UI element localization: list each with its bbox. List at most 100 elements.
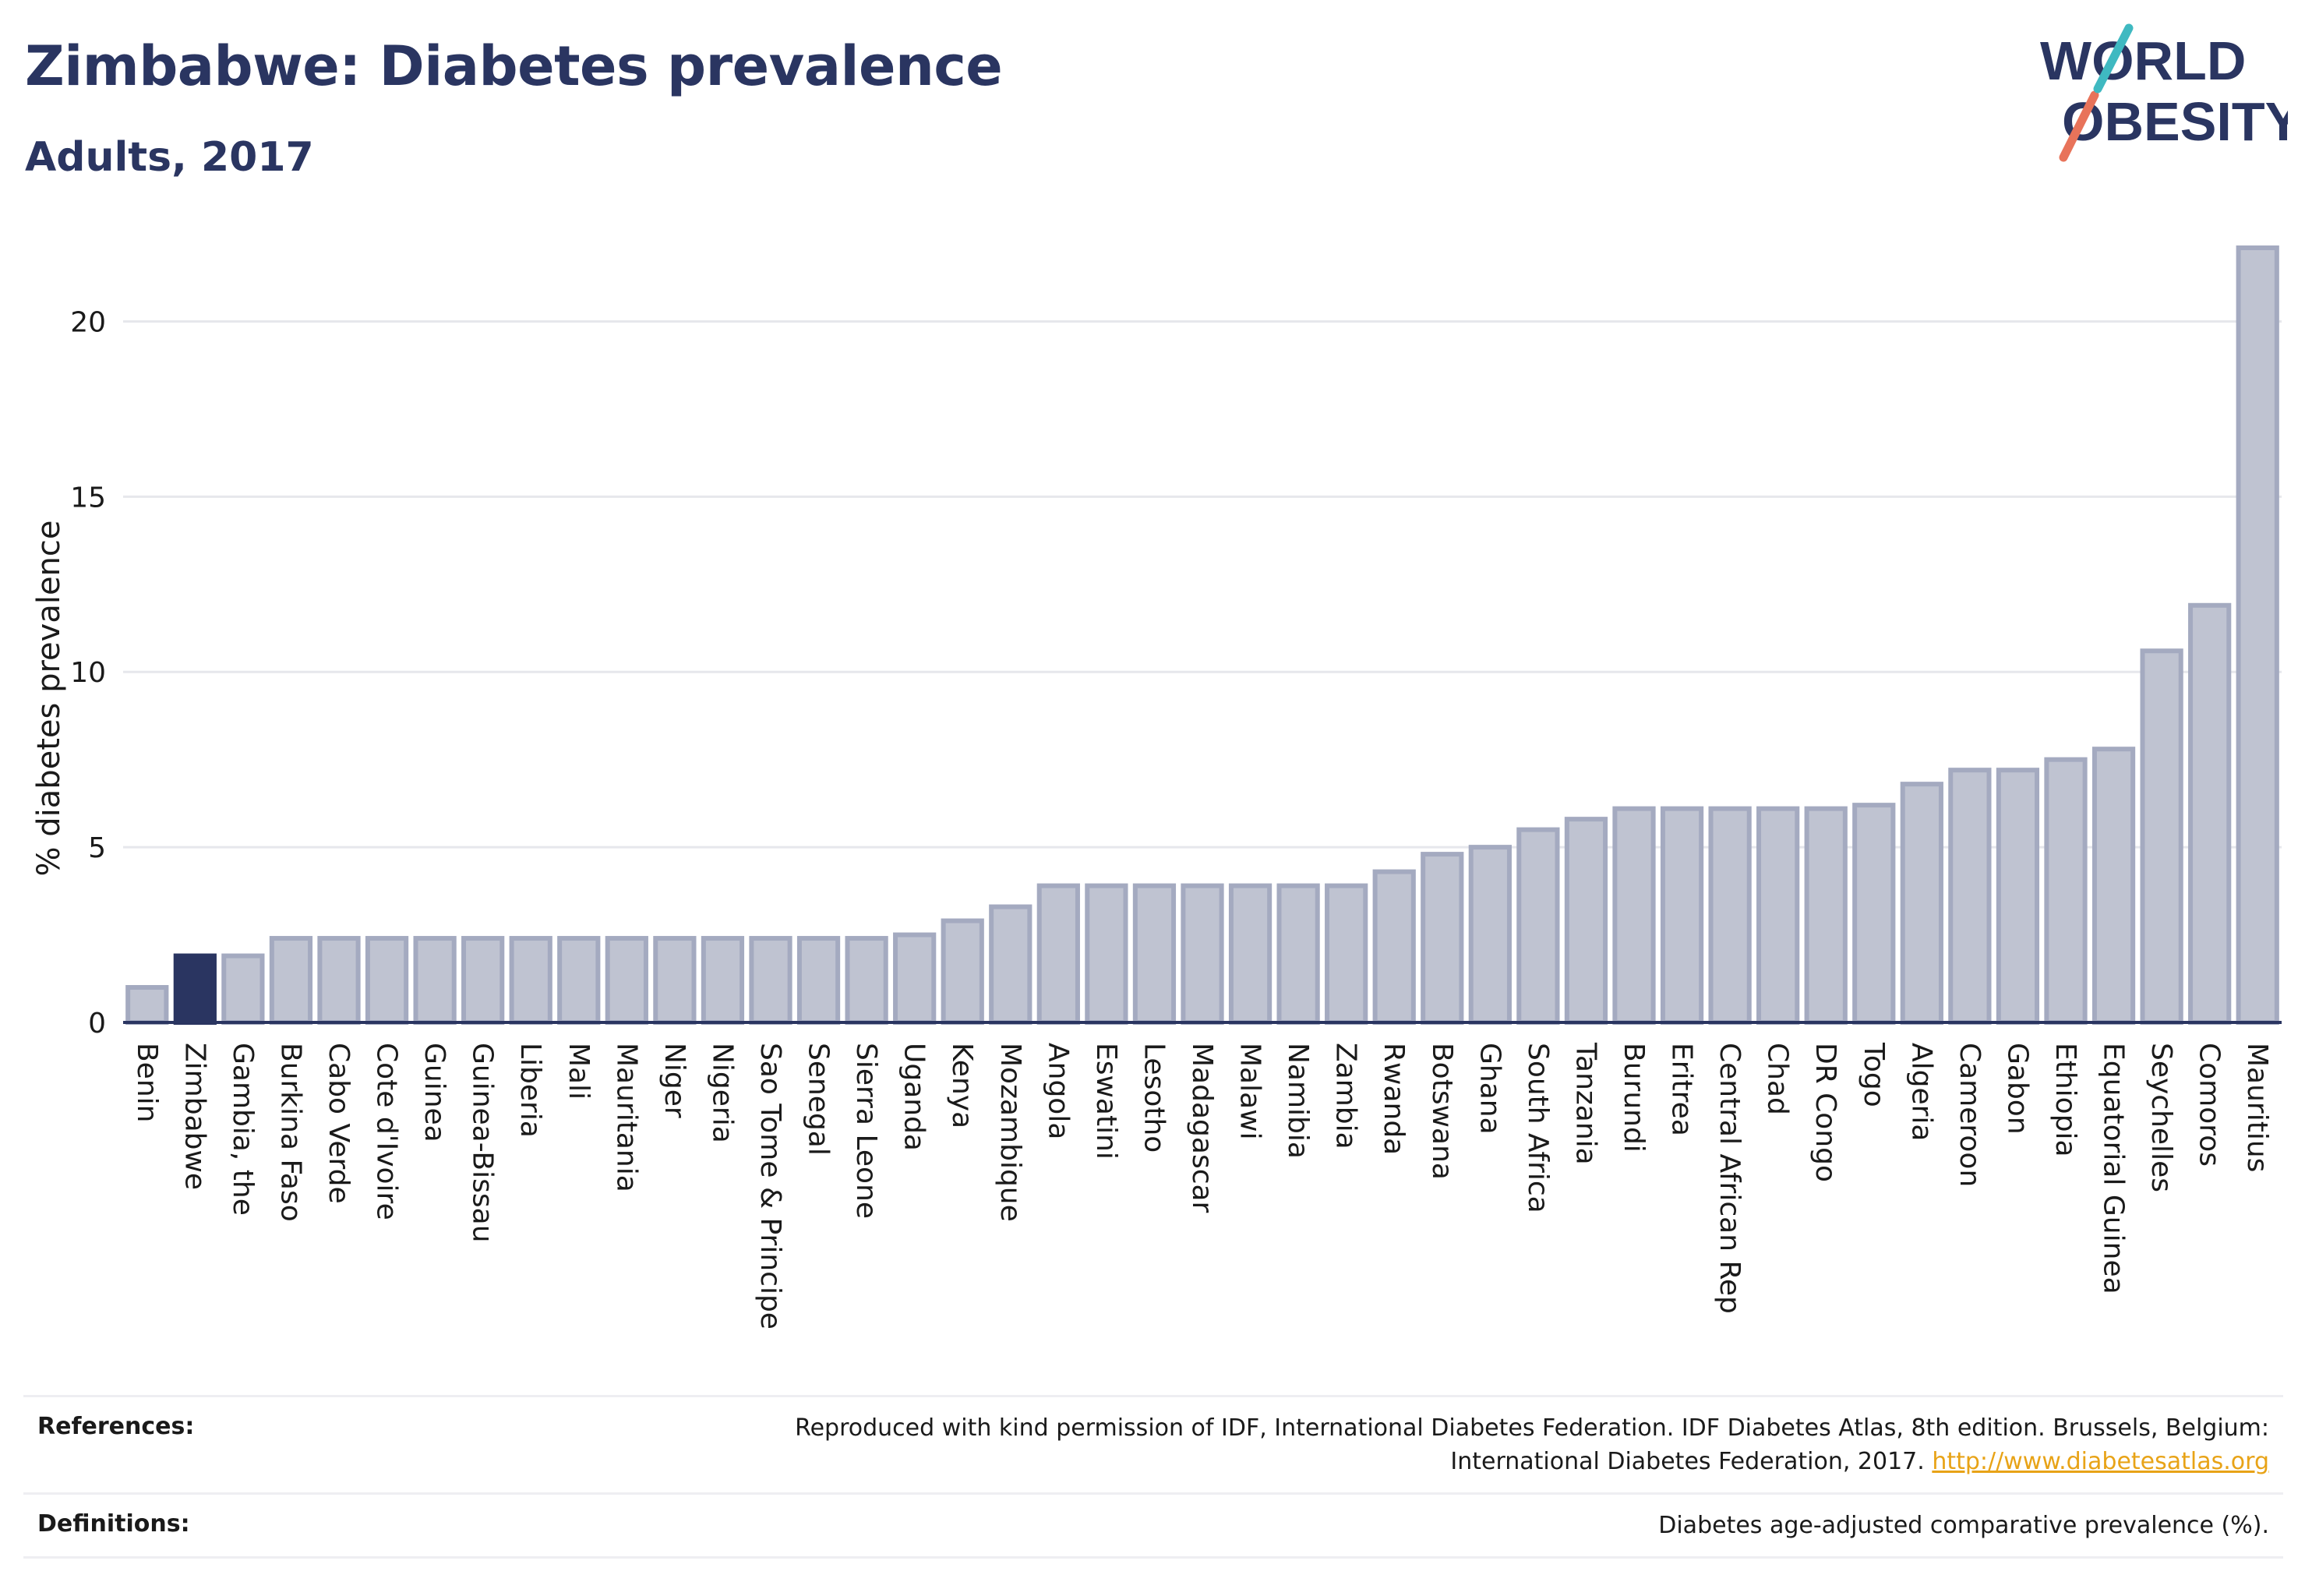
- x-tick-label: Tanzania: [1569, 1042, 1601, 1165]
- bar-mauritania: [605, 936, 648, 1026]
- footer-divider: [23, 1395, 2283, 1397]
- bar-central-african-rep: [1708, 806, 1752, 1025]
- bar-guinea-bissau: [461, 936, 505, 1026]
- bar-chad: [1756, 806, 1800, 1025]
- bar-ethiopia: [2044, 757, 2088, 1026]
- bar-rwanda: [1372, 869, 1416, 1026]
- x-tick-label: Togo: [1858, 1042, 1890, 1107]
- bar-lesotho: [1132, 883, 1177, 1025]
- bar-eritrea: [1660, 806, 1704, 1025]
- bar-botswana: [1421, 852, 1464, 1026]
- world-obesity-logo: WORLD OBESITY: [2040, 23, 2288, 162]
- y-tick-label: 20: [70, 306, 106, 338]
- x-tick-labels: Benin Zimbabwe Gambia, the Burkina Faso Cabo…: [131, 1042, 2273, 1329]
- x-tick-label: Botswana: [1426, 1043, 1458, 1180]
- x-tick-label: Cabo Verde: [323, 1043, 355, 1204]
- x-tick-label: Cote d'Ivoire: [371, 1043, 403, 1220]
- bar-zimbabwe: [173, 953, 217, 1026]
- bar-ghana: [1468, 845, 1512, 1025]
- bar-mauritius: [2236, 245, 2279, 1026]
- bar-dr-congo: [1804, 806, 1848, 1025]
- x-tick-label: Angola: [1042, 1043, 1074, 1139]
- x-tick-label: Lesotho: [1138, 1043, 1170, 1153]
- x-tick-label: Mauritania: [610, 1043, 642, 1192]
- bar-cabo-verde: [317, 936, 361, 1026]
- bars: [125, 245, 2279, 1026]
- logo-line1: WORLD: [2040, 30, 2246, 91]
- bar-uganda: [893, 932, 937, 1025]
- bar-south-africa: [1516, 827, 1560, 1025]
- x-tick-label: Benin: [131, 1043, 163, 1122]
- x-tick-label: Nigeria: [706, 1043, 738, 1143]
- x-tick-label: Gabon: [2001, 1043, 2033, 1135]
- references-body: Reproduced with kind permission of IDF, …: [795, 1414, 2269, 1475]
- bar-sao-tome-principe: [749, 936, 792, 1026]
- x-tick-label: Eritrea: [1666, 1043, 1698, 1136]
- x-tick-label: Burundi: [1618, 1043, 1650, 1153]
- y-tick-label: 0: [88, 1008, 106, 1040]
- x-tick-label: Ghana: [1474, 1043, 1505, 1135]
- bar-gambia-the: [221, 953, 265, 1026]
- footer-divider: [23, 1492, 2283, 1495]
- x-tick-label: Burkina Faso: [274, 1043, 306, 1222]
- y-tick-label: 10: [70, 657, 106, 689]
- x-tick-label: Algeria: [1905, 1043, 1937, 1142]
- bar-cote-d-ivoire: [365, 936, 409, 1026]
- x-tick-label: Chad: [1762, 1043, 1794, 1115]
- x-tick-label: Sierra Leone: [850, 1043, 882, 1219]
- x-tick-label: Seychelles: [2145, 1043, 2177, 1192]
- bar-benin: [125, 985, 169, 1025]
- references-text: Reproduced with kind permission of IDF, …: [711, 1411, 2269, 1478]
- x-tick-label: Niger: [658, 1043, 690, 1118]
- x-tick-label: Cameroon: [1954, 1043, 1986, 1187]
- bar-angola: [1036, 883, 1080, 1025]
- x-tick-label: Gambia, the: [227, 1043, 259, 1216]
- x-tick-label: Sao Tome & Principe: [754, 1043, 786, 1329]
- definitions-label: Definitions:: [37, 1510, 190, 1538]
- bar-chart: 0 5 10 15 20 Benin Zimbabwe Gambia, the Burkina…: [31, 245, 2282, 1329]
- y-axis-label: % diabetes prevalence: [31, 520, 67, 876]
- bar-eswatini: [1085, 883, 1128, 1025]
- x-tick-label: Uganda: [898, 1043, 930, 1151]
- x-tick-label: Equatorial Guinea: [2098, 1043, 2130, 1294]
- bar-burkina-faso: [269, 936, 313, 1026]
- bar-nigeria: [701, 936, 745, 1026]
- x-tick-label: Zimbabwe: [178, 1043, 210, 1190]
- x-tick-label: Guinea: [418, 1043, 450, 1142]
- references-label: References:: [37, 1413, 195, 1440]
- bar-gabon: [1996, 768, 2040, 1025]
- logo-slash-upper: [2093, 23, 2134, 94]
- x-tick-label: Ethiopia: [2049, 1043, 2081, 1157]
- x-tick-label: Mozambique: [994, 1043, 1026, 1222]
- x-tick-label: Central African Rep: [1714, 1043, 1746, 1314]
- bar-namibia: [1276, 883, 1320, 1025]
- logo-slash-lower: [2059, 90, 2099, 162]
- bar-seychelles: [2140, 648, 2183, 1025]
- x-tick-label: Mauritius: [2241, 1043, 2273, 1172]
- bar-equatorial-guinea: [2091, 747, 2136, 1025]
- bar-mali: [557, 936, 601, 1026]
- references-link[interactable]: http://www.diabetesatlas.org: [1932, 1448, 2269, 1475]
- x-tick-label: Namibia: [1282, 1043, 1314, 1159]
- y-tick-labels: 0 5 10 15 20: [70, 306, 106, 1040]
- x-tick-label: Mali: [563, 1043, 595, 1100]
- bar-senegal: [796, 936, 841, 1026]
- x-tick-label: Liberia: [514, 1043, 546, 1138]
- x-tick-label: Madagascar: [1186, 1043, 1218, 1213]
- y-tick-label: 5: [88, 832, 106, 864]
- bar-comoros: [2188, 602, 2232, 1025]
- y-tick-label: 15: [70, 482, 106, 514]
- bar-togo: [1852, 803, 1896, 1026]
- bar-tanzania: [1564, 817, 1608, 1026]
- x-tick-label: Guinea-Bissau: [467, 1043, 499, 1243]
- bar-madagascar: [1181, 883, 1224, 1025]
- bar-kenya: [941, 918, 984, 1026]
- definitions-text: Diabetes age-adjusted comparative preval…: [1658, 1512, 2269, 1539]
- references-row: References: Reproduced with kind permiss…: [23, 1397, 2283, 1492]
- bar-mozambique: [989, 904, 1032, 1026]
- bar-liberia: [509, 936, 552, 1026]
- x-tick-label: Kenya: [946, 1043, 978, 1128]
- bar-cameroon: [1948, 768, 1992, 1025]
- x-tick-label: South Africa: [1522, 1043, 1554, 1213]
- x-tick-label: Malawi: [1234, 1043, 1266, 1140]
